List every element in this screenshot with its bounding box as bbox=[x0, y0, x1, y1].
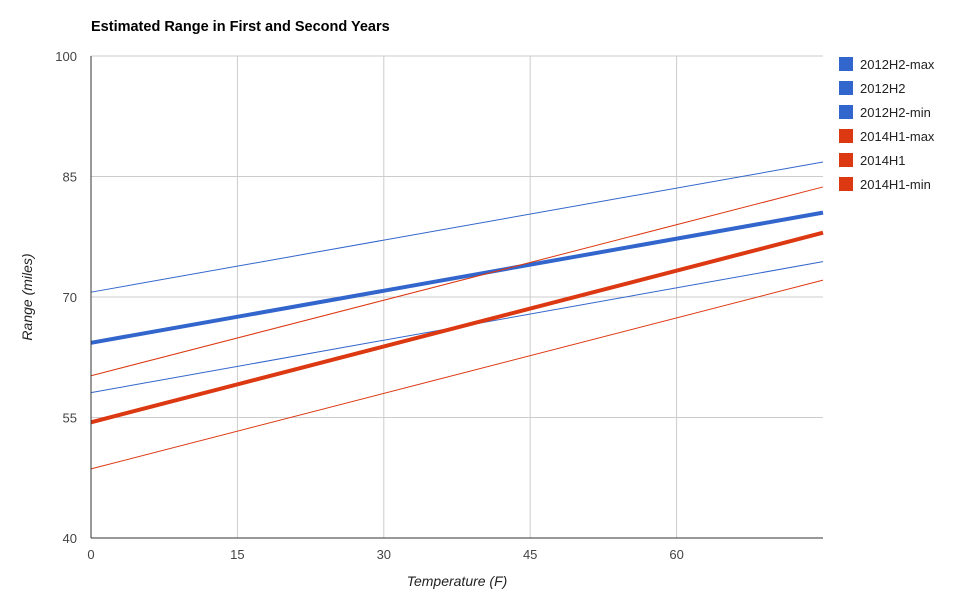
tick-labels: 0 15 30 45 60 40 55 70 85 100 bbox=[55, 49, 684, 562]
series-line-2014H1 bbox=[90, 230, 824, 425]
legend-label-2014H1-max: 2014H1-max bbox=[860, 129, 935, 144]
legend: 2012H2-max 2012H2 2012H2-min 2014H1-max 2014… bbox=[839, 57, 935, 192]
y-tick-label: 40 bbox=[63, 531, 77, 546]
legend-label-2014H1-min: 2014H1-min bbox=[860, 177, 931, 192]
legend-label-2012H2-max: 2012H2-max bbox=[860, 57, 935, 72]
y-tick-label: 85 bbox=[63, 170, 77, 185]
y-axis-label: Range (miles) bbox=[19, 253, 35, 340]
x-tick-label: 60 bbox=[669, 547, 683, 562]
x-tick-label: 30 bbox=[377, 547, 391, 562]
chart-title: Estimated Range in First and Second Year… bbox=[91, 19, 390, 35]
legend-swatch-2012H2 bbox=[839, 81, 853, 95]
legend-swatch-2012H2-min bbox=[839, 105, 853, 119]
legend-label-2014H1: 2014H1 bbox=[860, 153, 906, 168]
legend-label-2012H2-min: 2012H2-min bbox=[860, 105, 931, 120]
y-tick-label: 100 bbox=[55, 49, 77, 64]
grid-lines bbox=[91, 55, 823, 538]
y-tick-label: 55 bbox=[63, 411, 77, 426]
legend-swatch-2014H1 bbox=[839, 153, 853, 167]
x-tick-label: 0 bbox=[87, 547, 94, 562]
series-line-2014H1-max bbox=[90, 186, 824, 377]
axes bbox=[90, 56, 823, 539]
legend-swatch-2014H1-min bbox=[839, 177, 853, 191]
series-line-2012H2-max bbox=[90, 161, 824, 293]
legend-swatch-2014H1-max bbox=[839, 129, 853, 143]
legend-swatch-2012H2-max bbox=[839, 57, 853, 71]
legend-label-2012H2: 2012H2 bbox=[860, 81, 906, 96]
y-tick-label: 70 bbox=[63, 290, 77, 305]
x-axis-label: Temperature (F) bbox=[407, 573, 508, 589]
series-line-2012H2 bbox=[90, 210, 824, 345]
x-tick-label: 15 bbox=[230, 547, 244, 562]
x-tick-label: 45 bbox=[523, 547, 537, 562]
series-lines bbox=[90, 161, 824, 470]
series-line-2014H1-min bbox=[90, 279, 824, 470]
